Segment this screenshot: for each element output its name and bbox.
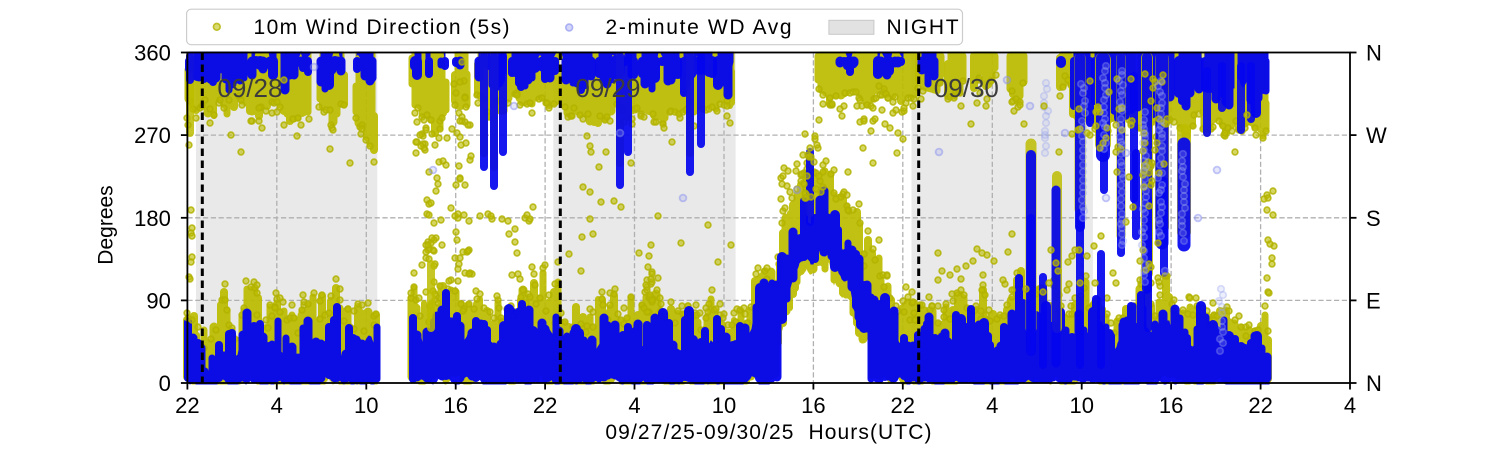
svg-text:4: 4 <box>1344 393 1356 418</box>
svg-text:N: N <box>1366 371 1382 396</box>
svg-text:09/27/25-09/30/25 Hours(UTC): 09/27/25-09/30/25 Hours(UTC) <box>605 421 932 444</box>
svg-text:22: 22 <box>175 393 199 418</box>
svg-text:180: 180 <box>134 206 171 231</box>
svg-text:E: E <box>1366 288 1381 313</box>
svg-text:360: 360 <box>134 41 171 66</box>
svg-text:S: S <box>1366 206 1381 231</box>
svg-text:16: 16 <box>1159 393 1183 418</box>
svg-text:10: 10 <box>712 393 736 418</box>
svg-text:10: 10 <box>354 393 378 418</box>
svg-text:16: 16 <box>801 393 825 418</box>
svg-text:22: 22 <box>1248 393 1272 418</box>
svg-text:Degrees: Degrees <box>95 185 118 264</box>
svg-text:4: 4 <box>271 393 283 418</box>
svg-text:2-minute WD Avg: 2-minute WD Avg <box>606 16 794 39</box>
svg-text:4: 4 <box>628 393 640 418</box>
svg-text:90: 90 <box>146 288 170 313</box>
svg-text:22: 22 <box>891 393 915 418</box>
svg-text:W: W <box>1366 123 1387 148</box>
svg-text:4: 4 <box>986 393 998 418</box>
svg-text:NIGHT: NIGHT <box>887 16 961 39</box>
svg-text:09/28: 09/28 <box>217 73 282 103</box>
svg-text:22: 22 <box>533 393 557 418</box>
svg-text:10: 10 <box>1069 393 1093 418</box>
svg-text:N: N <box>1366 41 1382 66</box>
svg-text:10m Wind Direction (5s): 10m Wind Direction (5s) <box>254 16 511 39</box>
svg-text:09/29: 09/29 <box>575 73 640 103</box>
svg-text:0: 0 <box>159 371 171 396</box>
svg-text:270: 270 <box>134 123 171 148</box>
svg-text:09/30: 09/30 <box>934 73 999 103</box>
svg-text:16: 16 <box>443 393 467 418</box>
